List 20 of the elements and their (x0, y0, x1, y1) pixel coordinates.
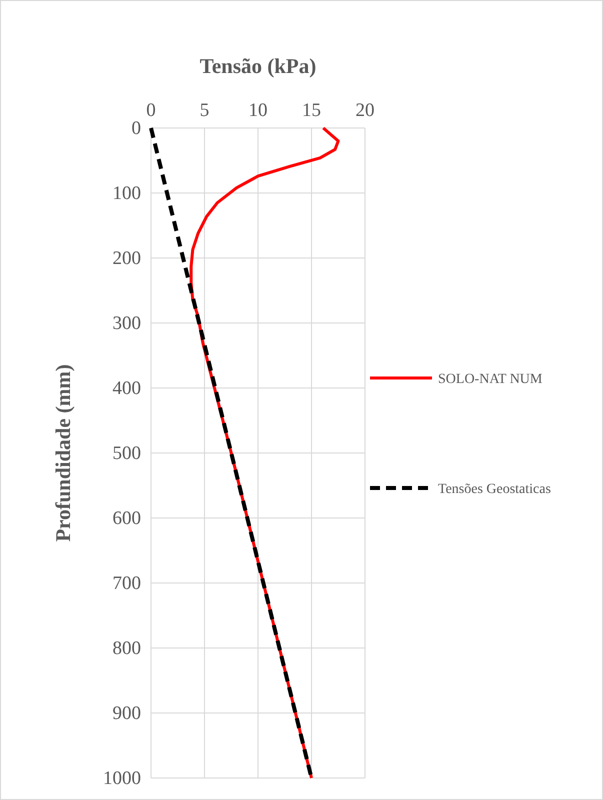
y-tick-label: 900 (112, 703, 141, 724)
x-tick-label: 10 (248, 100, 268, 121)
y-tick-label: 400 (112, 378, 141, 400)
y-tick-label: 0 (132, 118, 141, 140)
x-tick-label: 15 (302, 100, 321, 121)
y-tick-label: 500 (112, 443, 141, 464)
y-tick-label: 300 (112, 313, 141, 334)
x-tick-label: 5 (200, 100, 210, 121)
x-tick-label: 20 (356, 100, 374, 121)
x-axis-title: Tensão (kPa) (200, 54, 316, 78)
legend-label: Tensões Geostaticas (438, 482, 551, 497)
y-tick-label: 800 (112, 638, 141, 660)
y-tick-label: 600 (112, 508, 141, 530)
y-tick-label: 700 (112, 573, 141, 594)
y-tick-label: 100 (112, 183, 141, 204)
y-tick-label: 200 (112, 248, 141, 270)
y-tick-label: 1000 (103, 768, 141, 790)
y-axis-title: Profundidade (mm) (51, 364, 75, 542)
x-tick-label: 0 (146, 100, 156, 121)
legend-label: SOLO-NAT NUM (438, 372, 543, 387)
